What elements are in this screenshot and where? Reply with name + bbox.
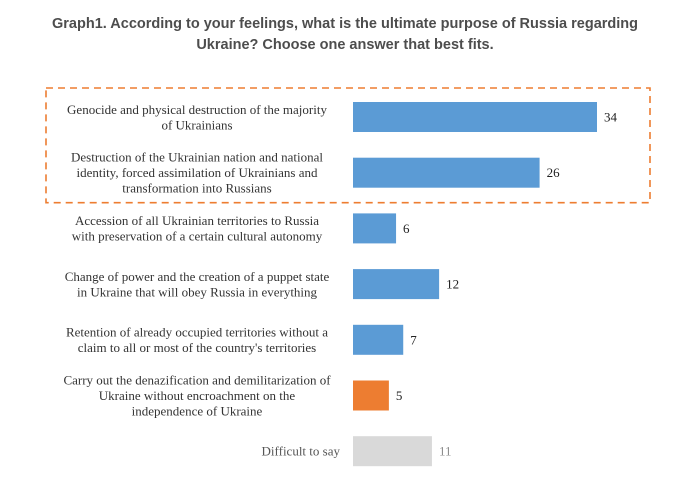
category-label-line: identity, forced assimilation of Ukraini… <box>76 165 318 180</box>
value-label-3: 6 <box>403 221 410 236</box>
category-label-line: Retention of already occupied territorie… <box>66 325 328 340</box>
category-label-line: in Ukraine that will obey Russia in ever… <box>77 284 318 299</box>
bar-5 <box>353 324 404 355</box>
category-label-line: Destruction of the Ukrainian nation and … <box>71 150 323 165</box>
bar-7 <box>353 436 432 467</box>
category-label-line: Ukraine without encroachment on the <box>99 388 296 403</box>
category-label-line: transformation into Russians <box>122 181 272 196</box>
bar-1 <box>353 102 597 132</box>
bar-6 <box>353 380 389 411</box>
category-label-2: Destruction of the Ukrainian nation and … <box>71 150 323 196</box>
bar-3 <box>353 213 397 244</box>
highlight-box <box>45 87 651 204</box>
category-label-6: Carry out the denazification and demilit… <box>63 373 331 419</box>
bar-4 <box>353 269 440 300</box>
value-label-5: 7 <box>410 332 417 347</box>
category-label-line: claim to all or most of the country's te… <box>78 340 316 355</box>
category-label-5: Retention of already occupied territorie… <box>66 325 328 356</box>
value-label-1: 34 <box>604 110 618 125</box>
category-label-line: of Ukrainians <box>161 117 232 132</box>
category-label-line: with preservation of a certain cultural … <box>72 229 323 244</box>
category-label-line: Difficult to say <box>262 444 341 459</box>
value-label-6: 5 <box>396 388 403 403</box>
category-label-line: Genocide and physical destruction of the… <box>67 102 327 117</box>
category-label-1: Genocide and physical destruction of the… <box>67 102 327 133</box>
value-label-7: 11 <box>439 444 452 459</box>
chart-title: Graph1. According to your feelings, what… <box>20 14 670 56</box>
category-label-line: Accession of all Ukrainian territories t… <box>75 213 319 228</box>
category-label-7: Difficult to say <box>262 444 341 459</box>
category-label-3: Accession of all Ukrainian territories t… <box>72 213 323 244</box>
category-label-line: Carry out the denazification and demilit… <box>63 373 331 388</box>
category-label-line: Change of power and the creation of a pu… <box>65 269 330 284</box>
chart-title-line-1: Graph1. According to your feelings, what… <box>52 16 638 32</box>
chart-title-line-2: Ukraine? Choose one answer that best fit… <box>196 37 494 53</box>
category-label-line: independence of Ukraine <box>132 404 263 419</box>
category-label-4: Change of power and the creation of a pu… <box>65 269 330 300</box>
value-label-4: 12 <box>446 277 459 292</box>
value-label-2: 26 <box>547 165 561 180</box>
bar-2 <box>353 157 540 188</box>
